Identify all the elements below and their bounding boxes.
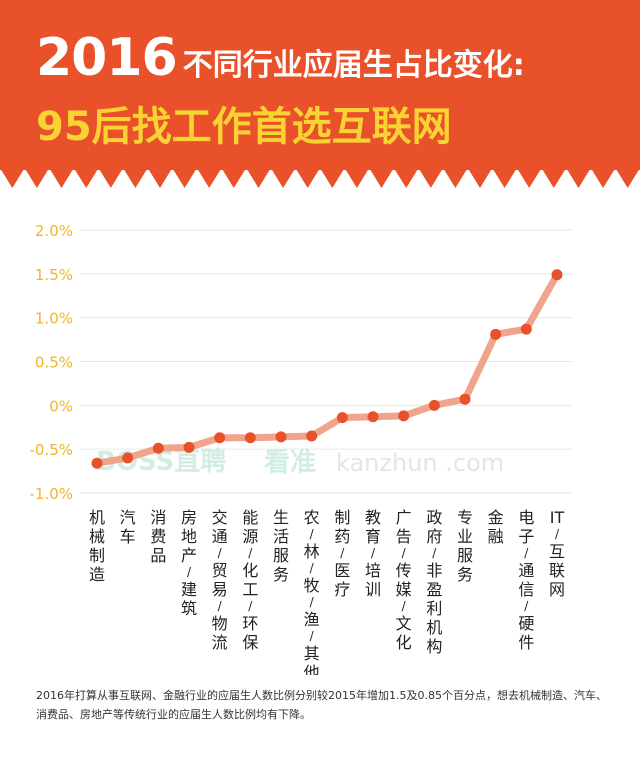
x-tick-label: 机械制造 xyxy=(89,508,105,584)
grid-lines xyxy=(80,229,572,494)
x-tick-label: 农/林/牧/渔/其他 xyxy=(304,508,320,675)
data-point xyxy=(428,399,440,411)
title-line-1: 2016 不同行业应届生占比变化: xyxy=(36,28,525,88)
x-tick-label: 能源/化工/环保 xyxy=(242,508,258,652)
x-tick-label: 制药/医疗 xyxy=(334,508,350,599)
data-point xyxy=(367,411,379,423)
data-point xyxy=(91,457,103,469)
x-tick-label: 专业服务 xyxy=(457,508,473,584)
y-tick-label: 1.0% xyxy=(35,310,73,328)
data-point xyxy=(214,432,226,444)
y-tick-label: 0.5% xyxy=(35,354,73,372)
y-tick-label: 0% xyxy=(49,397,73,415)
series-points xyxy=(91,269,563,469)
title-text: 不同行业应届生占比变化: xyxy=(182,48,525,83)
x-tick-label: 广告/传媒/文化 xyxy=(396,508,412,652)
footnote-line-2: 消费品、房地产等传统行业的应届生人数比例均有下降。 xyxy=(36,708,311,721)
x-tick-label: 房地产/建筑 xyxy=(181,508,197,618)
y-axis-ticks: 2.0% 1.5% 1.0% 0.5% 0% -0.5% -1.0% xyxy=(29,222,73,503)
y-tick-label: -0.5% xyxy=(29,441,73,459)
x-tick-label: 汽车 xyxy=(120,508,136,546)
series-line xyxy=(93,271,561,467)
line-chart: BOSS直聘 看准 kanzhun .com 2.0%1.5%1.0%0.5%0… xyxy=(29,222,572,675)
data-point xyxy=(306,430,318,442)
data-point xyxy=(490,328,502,340)
x-tick-label: 消费品 xyxy=(150,508,166,565)
data-point xyxy=(336,412,348,424)
data-point xyxy=(520,323,532,335)
y-tick-label: 2.0% xyxy=(35,222,73,240)
series-line-path xyxy=(93,271,561,467)
data-point xyxy=(275,431,287,443)
title-year: 2016 xyxy=(36,28,178,88)
footnote: 2016年打算从事互联网、金融行业的应届生人数比例分别较2015年增加1.5及0… xyxy=(36,686,626,724)
data-point xyxy=(398,410,410,422)
data-point xyxy=(183,441,195,453)
watermark-domain: kanzhun .com xyxy=(336,449,504,477)
x-tick-label: 生活服务 xyxy=(273,508,289,584)
data-point xyxy=(122,452,134,464)
y-tick-label: 1.5% xyxy=(35,266,73,284)
data-point xyxy=(244,432,256,444)
x-tick-label: 交通/贸易/物流 xyxy=(212,508,228,652)
data-point xyxy=(459,393,471,405)
watermark-brand2: 看准 xyxy=(264,448,316,478)
footnote-line-1: 2016年打算从事互联网、金融行业的应届生人数比例分别较2015年增加1.5及0… xyxy=(36,689,607,702)
x-tick-label: 电子/通信/硬件 xyxy=(518,508,534,652)
x-tick-label: 金融 xyxy=(488,508,504,546)
data-point xyxy=(152,442,164,454)
y-tick-label: -1.0% xyxy=(29,485,73,503)
zigzag-edge xyxy=(0,168,640,188)
header-banner xyxy=(0,0,640,170)
x-tick-label: 教育/培训 xyxy=(365,508,381,599)
x-tick-label: 政府/非盈利机构 xyxy=(426,508,442,656)
title-subtitle: 95后找工作首选互联网 xyxy=(36,104,452,150)
x-axis-labels: 机械制造汽车消费品房地产/建筑交通/贸易/物流能源/化工/环保生活服务农/林/牧… xyxy=(89,508,565,675)
x-tick-label: IT/互联网 xyxy=(549,508,565,599)
data-point xyxy=(551,269,563,281)
